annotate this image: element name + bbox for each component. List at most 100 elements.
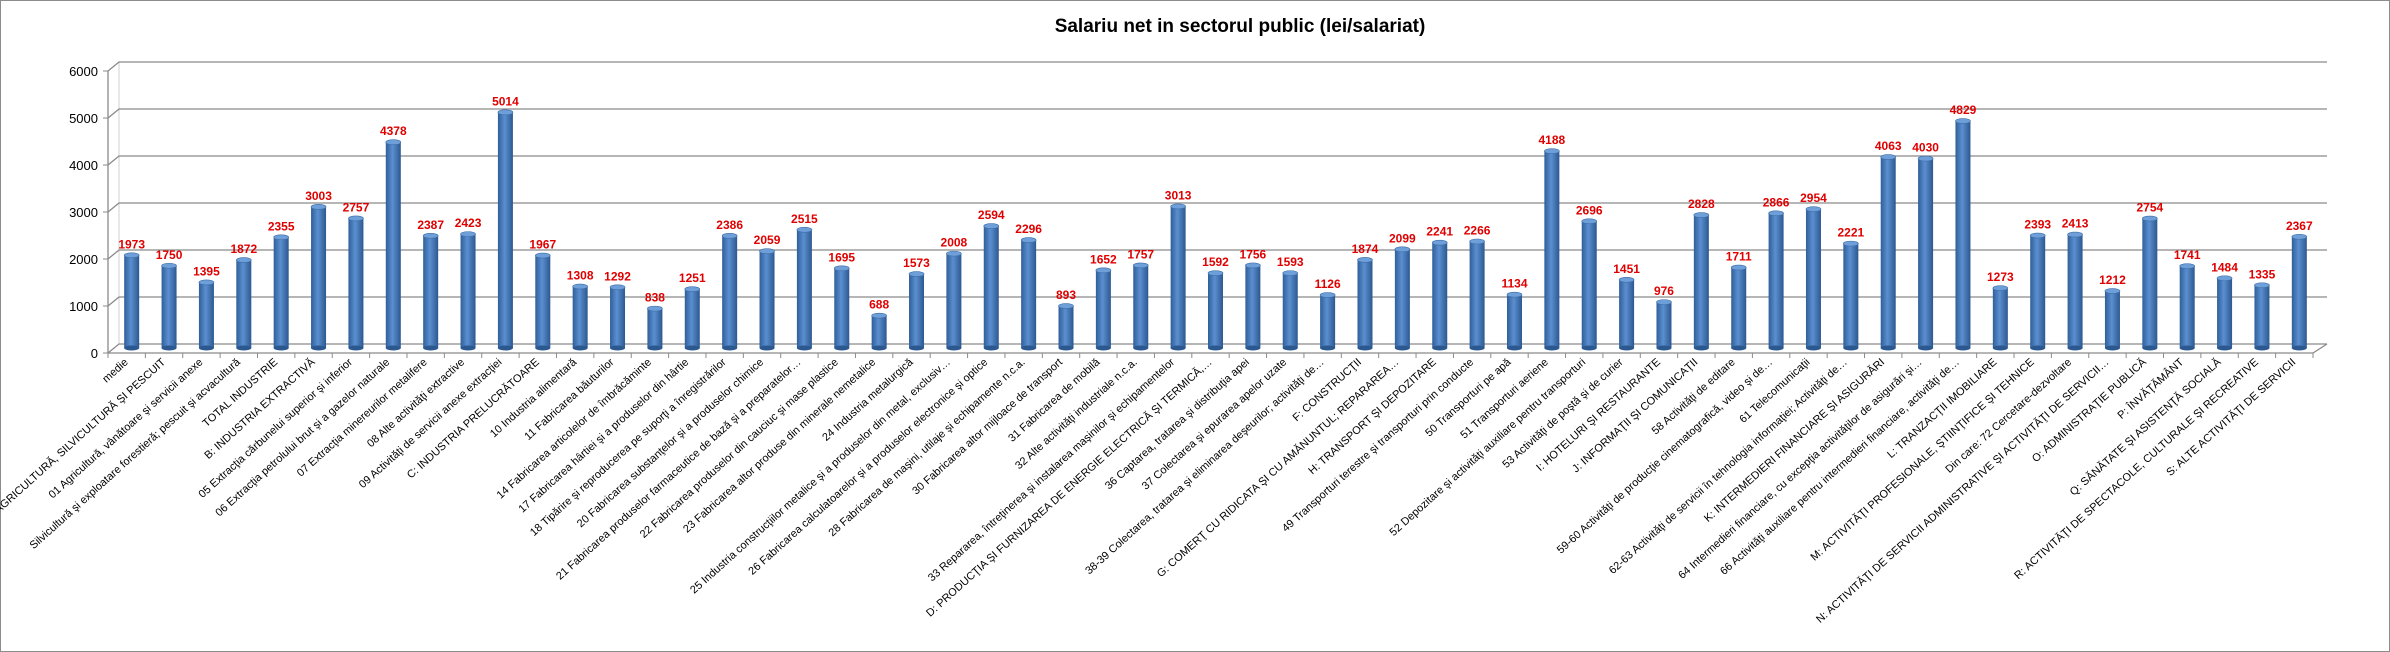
x-tick-label: S: ALTE ACTIVITĂŢI DE SERVICII: [2164, 356, 2299, 479]
bar: 2515: [791, 212, 818, 351]
bar-cap: [1917, 155, 1934, 162]
bar-base: [983, 345, 999, 351]
bar: 2754: [2136, 201, 2163, 351]
data-label: 2241: [1426, 225, 1453, 239]
bar: 2423: [455, 216, 482, 351]
bar-cap: [946, 250, 962, 257]
bar: 2099: [1389, 231, 1416, 351]
bar-base: [1619, 345, 1635, 351]
bar-base: [647, 345, 663, 351]
bar-base: [497, 345, 513, 351]
data-label: 1292: [604, 269, 631, 283]
bar-base: [1469, 345, 1485, 351]
bar: 4188: [1539, 133, 1566, 351]
data-label: 1451: [1613, 262, 1640, 276]
bar-base: [1731, 345, 1747, 351]
bar-cap: [1880, 154, 1897, 160]
x-tick-label: 26 Fabricarea calculatoarelor şi a produ…: [746, 356, 990, 577]
data-label: 2387: [417, 218, 444, 232]
bar-base: [796, 345, 812, 351]
bar-cap: [161, 262, 177, 269]
bar-base: [1357, 345, 1373, 351]
bar-base: [2067, 345, 2083, 351]
bar-body: [2217, 278, 2233, 348]
bar-cap: [1245, 262, 1261, 269]
bar-cap: [721, 233, 738, 239]
bar-base: [1768, 345, 1784, 351]
bar-base: [161, 345, 177, 351]
data-label: 1874: [1352, 242, 1379, 256]
y-tick-label: 4000: [69, 158, 98, 173]
y-tick-label: 1000: [69, 299, 98, 314]
data-label: 1967: [529, 238, 556, 252]
data-label: 688: [869, 298, 889, 312]
bar-base: [1843, 345, 1859, 351]
bar: 1395: [193, 264, 220, 351]
bar-cap: [1544, 148, 1560, 154]
bar-body: [1544, 151, 1560, 348]
bar-body: [124, 255, 140, 348]
bar-cap: [871, 312, 887, 319]
data-label: 2594: [978, 208, 1005, 222]
bar-base: [1058, 345, 1074, 351]
y-tick-label: 0: [91, 346, 98, 361]
data-label: 2099: [1389, 231, 1416, 245]
bar-base: [385, 345, 401, 351]
bar-cap: [1132, 262, 1149, 269]
bar-body: [759, 251, 775, 348]
bar-base: [946, 345, 962, 351]
bar-base: [535, 345, 551, 351]
bar: 1757: [1127, 247, 1154, 351]
x-tick-label: 66 Activităţi auxiliare pentru intermedi…: [1718, 356, 1962, 577]
bar-base: [1095, 345, 1111, 351]
bar-cap: [2067, 231, 2083, 238]
y-tick-label: 3000: [69, 205, 98, 220]
data-label: 2696: [1576, 203, 1603, 217]
bar-cap: [1431, 239, 1448, 246]
bar-base: [1432, 345, 1448, 351]
bar-cap: [2142, 215, 2158, 222]
bar-body: [572, 286, 588, 348]
bar-cap: [759, 248, 775, 255]
bar-body: [385, 142, 401, 348]
bar-body: [1768, 213, 1784, 348]
bar: 1126: [1315, 277, 1341, 351]
data-label: 2008: [941, 236, 968, 250]
data-label: 1126: [1315, 277, 1341, 291]
bar-cap: [1581, 218, 1598, 225]
bar-base: [348, 345, 364, 351]
bar-base: [2217, 345, 2233, 351]
bar-body: [684, 289, 700, 348]
data-label: 1273: [1987, 270, 2014, 284]
bar-cap: [684, 286, 701, 293]
bar: 2367: [2286, 219, 2313, 351]
bar-body: [909, 274, 925, 348]
bar: 688: [869, 298, 889, 351]
bar-body: [1506, 294, 1522, 348]
bar-body: [983, 226, 999, 348]
bar: 1573: [903, 256, 930, 351]
bar: 1973: [118, 237, 145, 351]
bar-base: [1581, 345, 1597, 351]
bar-base: [871, 345, 887, 351]
bar-body: [1581, 221, 1597, 348]
bar-body: [1656, 302, 1672, 348]
x-tick-label: 38-39 Colectarea, tratarea şi eliminarea…: [1083, 356, 1326, 577]
data-label: 1212: [2099, 273, 2126, 287]
bar: 2221: [1837, 226, 1865, 351]
bar-body: [1282, 273, 1298, 348]
bar-cap: [1170, 203, 1186, 210]
bar-cap: [1357, 257, 1373, 263]
bar: 2866: [1763, 195, 1790, 351]
data-label: 2386: [716, 218, 743, 232]
bar-cap: [1506, 291, 1523, 298]
bar-body: [2179, 266, 2195, 348]
bar-cap: [2254, 282, 2270, 289]
bar-cap: [2104, 288, 2121, 294]
bar-cap: [1693, 212, 1710, 218]
x-tick-label: medie: [100, 356, 130, 385]
bar: 1652: [1090, 252, 1117, 351]
data-label: 1756: [1240, 247, 1267, 261]
bar: 4378: [380, 124, 407, 351]
data-label: 976: [1654, 284, 1674, 298]
